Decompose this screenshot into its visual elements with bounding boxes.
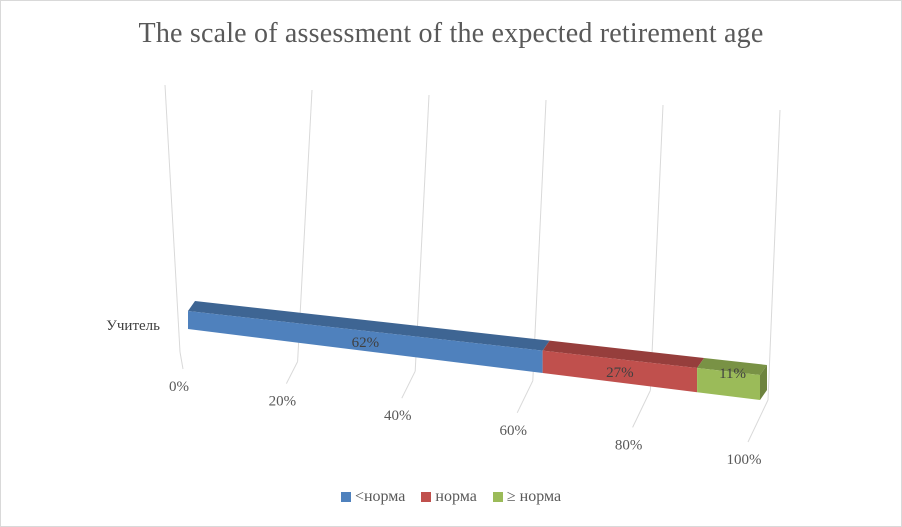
x-tick-label-4: 80% bbox=[615, 437, 643, 453]
bar-top-1 bbox=[542, 340, 705, 368]
floor-tick-1 bbox=[285, 361, 299, 384]
legend-item-below-norm: <норма bbox=[340, 488, 406, 506]
legend-item-norm: норма bbox=[421, 488, 477, 506]
legend-label-above-norm: ≥ норма bbox=[506, 488, 562, 505]
x-tick-label-1: 20% bbox=[269, 394, 297, 410]
bar-segment-0 bbox=[188, 311, 543, 374]
bar-side-2 bbox=[760, 365, 767, 400]
legend-swatch-below-norm bbox=[340, 492, 351, 502]
data-label-0: 62% bbox=[352, 335, 380, 351]
gridline-4 bbox=[649, 104, 664, 391]
category-label-0: Учитель bbox=[106, 318, 160, 334]
bar-top-2 bbox=[697, 357, 767, 375]
x-tick-label-5: 100% bbox=[727, 452, 762, 468]
legend-swatch-norm bbox=[421, 492, 432, 502]
gridline-3 bbox=[532, 99, 547, 381]
floor-tick-0 bbox=[179, 351, 184, 370]
floor-tick-2 bbox=[401, 370, 416, 399]
data-label-2: 11% bbox=[719, 366, 746, 382]
gridline-0 bbox=[164, 84, 181, 353]
x-tick-label-0: 0% bbox=[169, 379, 189, 395]
floor-tick-5 bbox=[747, 399, 769, 443]
legend-label-below-norm: <норма bbox=[354, 488, 406, 505]
chart-legend: <норма норма ≥ норма bbox=[0, 488, 902, 506]
gridline-2 bbox=[414, 94, 430, 372]
legend-label-norm: норма bbox=[435, 488, 477, 505]
data-label-1: 27% bbox=[606, 365, 634, 381]
gridline-5 bbox=[767, 109, 781, 401]
floor-tick-3 bbox=[516, 380, 534, 414]
chart-title: The scale of assessment of the expected … bbox=[138, 18, 764, 49]
legend-swatch-above-norm bbox=[492, 492, 503, 502]
x-tick-label-2: 40% bbox=[384, 408, 412, 424]
x-tick-label-3: 60% bbox=[499, 423, 527, 439]
bar-segment-1 bbox=[542, 350, 698, 393]
bar-top-0 bbox=[188, 301, 550, 351]
bar-segment-2 bbox=[697, 367, 760, 400]
floor-tick-4 bbox=[632, 390, 651, 428]
legend-item-above-norm: ≥ норма bbox=[492, 488, 562, 506]
